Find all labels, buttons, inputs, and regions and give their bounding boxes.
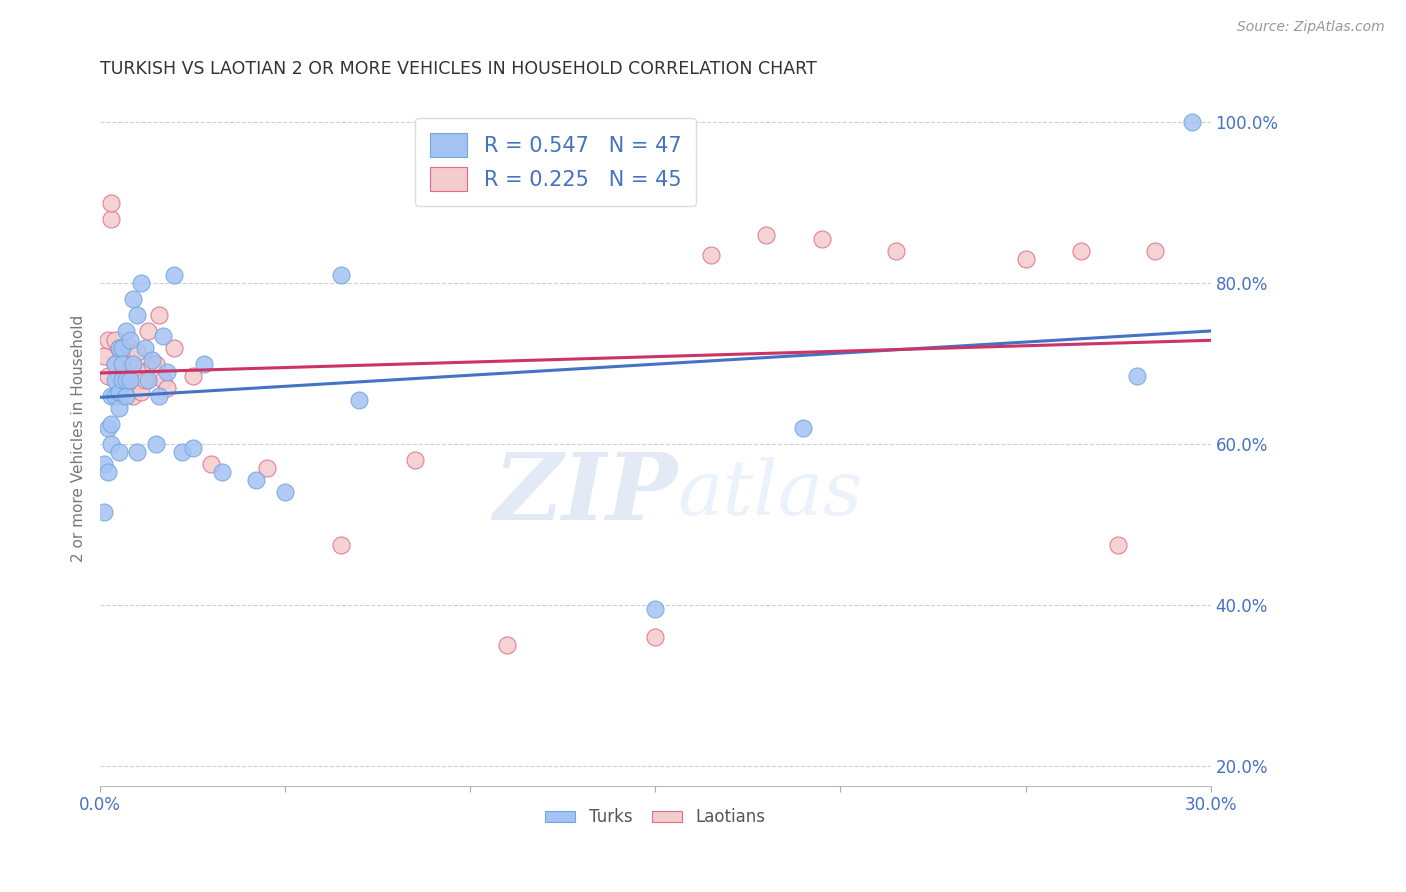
Point — [104, 357, 127, 371]
Point — [700, 248, 723, 262]
Point — [644, 602, 666, 616]
Point — [644, 630, 666, 644]
Point — [127, 445, 149, 459]
Point — [93, 349, 115, 363]
Point — [122, 389, 145, 403]
Point — [163, 341, 186, 355]
Point — [349, 392, 371, 407]
Point — [152, 373, 174, 387]
Y-axis label: 2 or more Vehicles in Household: 2 or more Vehicles in Household — [72, 314, 86, 562]
Point — [104, 333, 127, 347]
Point — [96, 333, 118, 347]
Point — [100, 417, 122, 431]
Point — [111, 373, 134, 387]
Point — [148, 389, 170, 403]
Point — [1014, 252, 1036, 266]
Point — [115, 368, 138, 383]
Point — [118, 341, 141, 355]
Point — [96, 465, 118, 479]
Point — [115, 373, 138, 387]
Point — [118, 373, 141, 387]
Legend: Turks, Laotians: Turks, Laotians — [538, 802, 772, 833]
Point — [404, 453, 426, 467]
Point — [755, 227, 778, 242]
Point — [884, 244, 907, 258]
Point — [107, 341, 129, 355]
Point — [134, 341, 156, 355]
Point — [127, 309, 149, 323]
Text: atlas: atlas — [678, 457, 863, 531]
Point — [93, 457, 115, 471]
Point — [1125, 368, 1147, 383]
Point — [93, 505, 115, 519]
Point — [134, 373, 156, 387]
Point — [211, 465, 233, 479]
Point — [100, 195, 122, 210]
Point — [107, 384, 129, 399]
Point — [163, 268, 186, 283]
Point — [104, 357, 127, 371]
Point — [329, 268, 352, 283]
Point — [136, 325, 159, 339]
Point — [111, 389, 134, 403]
Point — [811, 232, 834, 246]
Point — [115, 349, 138, 363]
Point — [107, 445, 129, 459]
Point — [1181, 115, 1204, 129]
Point — [107, 401, 129, 415]
Point — [129, 384, 152, 399]
Text: Source: ZipAtlas.com: Source: ZipAtlas.com — [1237, 20, 1385, 34]
Point — [100, 437, 122, 451]
Point — [141, 357, 163, 371]
Point — [100, 211, 122, 226]
Point — [156, 381, 179, 395]
Point — [111, 357, 134, 371]
Point — [127, 344, 149, 359]
Point — [118, 368, 141, 383]
Point — [496, 638, 519, 652]
Point — [96, 368, 118, 383]
Point — [111, 341, 134, 355]
Point — [129, 277, 152, 291]
Point — [111, 373, 134, 387]
Text: ZIP: ZIP — [494, 449, 678, 539]
Point — [111, 341, 134, 355]
Point — [245, 473, 267, 487]
Point — [1107, 537, 1129, 551]
Point — [148, 309, 170, 323]
Point — [200, 457, 222, 471]
Point — [122, 357, 145, 371]
Point — [104, 373, 127, 387]
Point — [145, 357, 167, 371]
Point — [141, 352, 163, 367]
Point — [193, 357, 215, 371]
Point — [1070, 244, 1092, 258]
Point — [107, 368, 129, 383]
Point — [118, 333, 141, 347]
Point — [100, 389, 122, 403]
Point — [115, 389, 138, 403]
Point — [107, 341, 129, 355]
Point — [127, 373, 149, 387]
Point — [96, 421, 118, 435]
Point — [329, 537, 352, 551]
Point — [145, 437, 167, 451]
Point — [274, 485, 297, 500]
Point — [1144, 244, 1167, 258]
Point — [104, 389, 127, 403]
Point — [136, 373, 159, 387]
Point — [156, 365, 179, 379]
Point — [170, 445, 193, 459]
Point — [115, 325, 138, 339]
Point — [122, 293, 145, 307]
Point — [181, 368, 204, 383]
Point — [122, 357, 145, 371]
Point — [152, 328, 174, 343]
Point — [256, 461, 278, 475]
Point — [181, 441, 204, 455]
Point — [792, 421, 814, 435]
Point — [129, 365, 152, 379]
Text: TURKISH VS LAOTIAN 2 OR MORE VEHICLES IN HOUSEHOLD CORRELATION CHART: TURKISH VS LAOTIAN 2 OR MORE VEHICLES IN… — [100, 60, 817, 78]
